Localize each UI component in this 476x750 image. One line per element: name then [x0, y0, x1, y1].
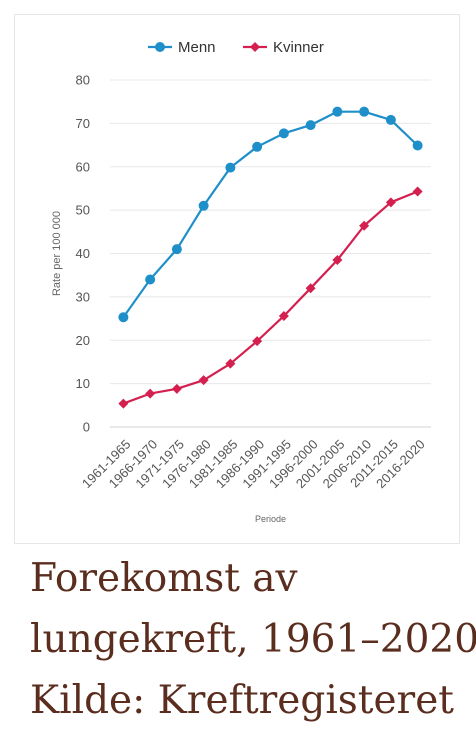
line-chart: 010203040506070801961-19651966-19701971-…: [51, 39, 431, 524]
legend-label-kvinner: Kvinner: [273, 39, 324, 56]
y-axis-title: Rate per 100 000: [51, 211, 63, 296]
y-tick-label: 40: [76, 246, 90, 261]
series-line-menn: [122, 110, 419, 318]
data-point-menn: [385, 114, 396, 125]
data-point-menn: [332, 106, 343, 117]
data-point-menn: [305, 120, 316, 131]
data-point-menn: [171, 244, 182, 255]
data-point-menn: [198, 200, 209, 211]
data-point-kvinner: [171, 383, 182, 394]
data-point-kvinner: [145, 388, 156, 399]
chart-figure: 0 10 20 30 40 50 60 70 80 1961-1965 1966-1970 1971-…: [14, 14, 460, 544]
y-tick-label: 60: [76, 159, 90, 174]
data-point-menn: [412, 140, 423, 151]
legend-marker-kvinner: [250, 42, 260, 52]
data-point-kvinner: [278, 310, 289, 321]
data-point-menn: [118, 312, 129, 323]
x-axis-title: Periode: [255, 514, 286, 524]
y-tick-label: 30: [76, 289, 90, 304]
y-tick-label: 20: [76, 333, 90, 348]
data-point-menn: [252, 141, 263, 152]
data-point-menn: [145, 274, 156, 285]
data-point-menn: [225, 162, 236, 173]
data-point-kvinner: [305, 283, 316, 294]
data-point-kvinner: [252, 336, 263, 347]
data-point-kvinner: [118, 398, 129, 409]
y-tick-label: 0: [83, 420, 90, 435]
y-tick-label: 50: [76, 203, 90, 218]
data-point-kvinner: [198, 375, 209, 386]
data-point-kvinner: [385, 197, 396, 208]
caption-line-3: Kilde: Kreftregisteret: [30, 678, 454, 723]
caption-line-2: lungekreft, 1961–2020.: [30, 617, 476, 662]
figure-caption: Forekomst av lungekreft, 1961–2020. Kild…: [30, 548, 476, 731]
y-tick-label: 80: [76, 73, 90, 88]
y-tick-label: 10: [76, 376, 90, 391]
legend-marker-menn: [155, 42, 165, 52]
data-point-kvinner: [412, 186, 423, 197]
data-point-kvinner: [332, 255, 343, 266]
caption-line-1: Forekomst av: [30, 556, 298, 601]
data-point-menn: [278, 128, 289, 139]
series-line-kvinner: [122, 190, 419, 405]
y-tick-label: 70: [76, 116, 90, 131]
data-point-menn: [359, 106, 370, 117]
data-point-kvinner: [225, 358, 236, 369]
legend-label-menn: Menn: [178, 39, 216, 56]
data-point-kvinner: [359, 220, 370, 231]
